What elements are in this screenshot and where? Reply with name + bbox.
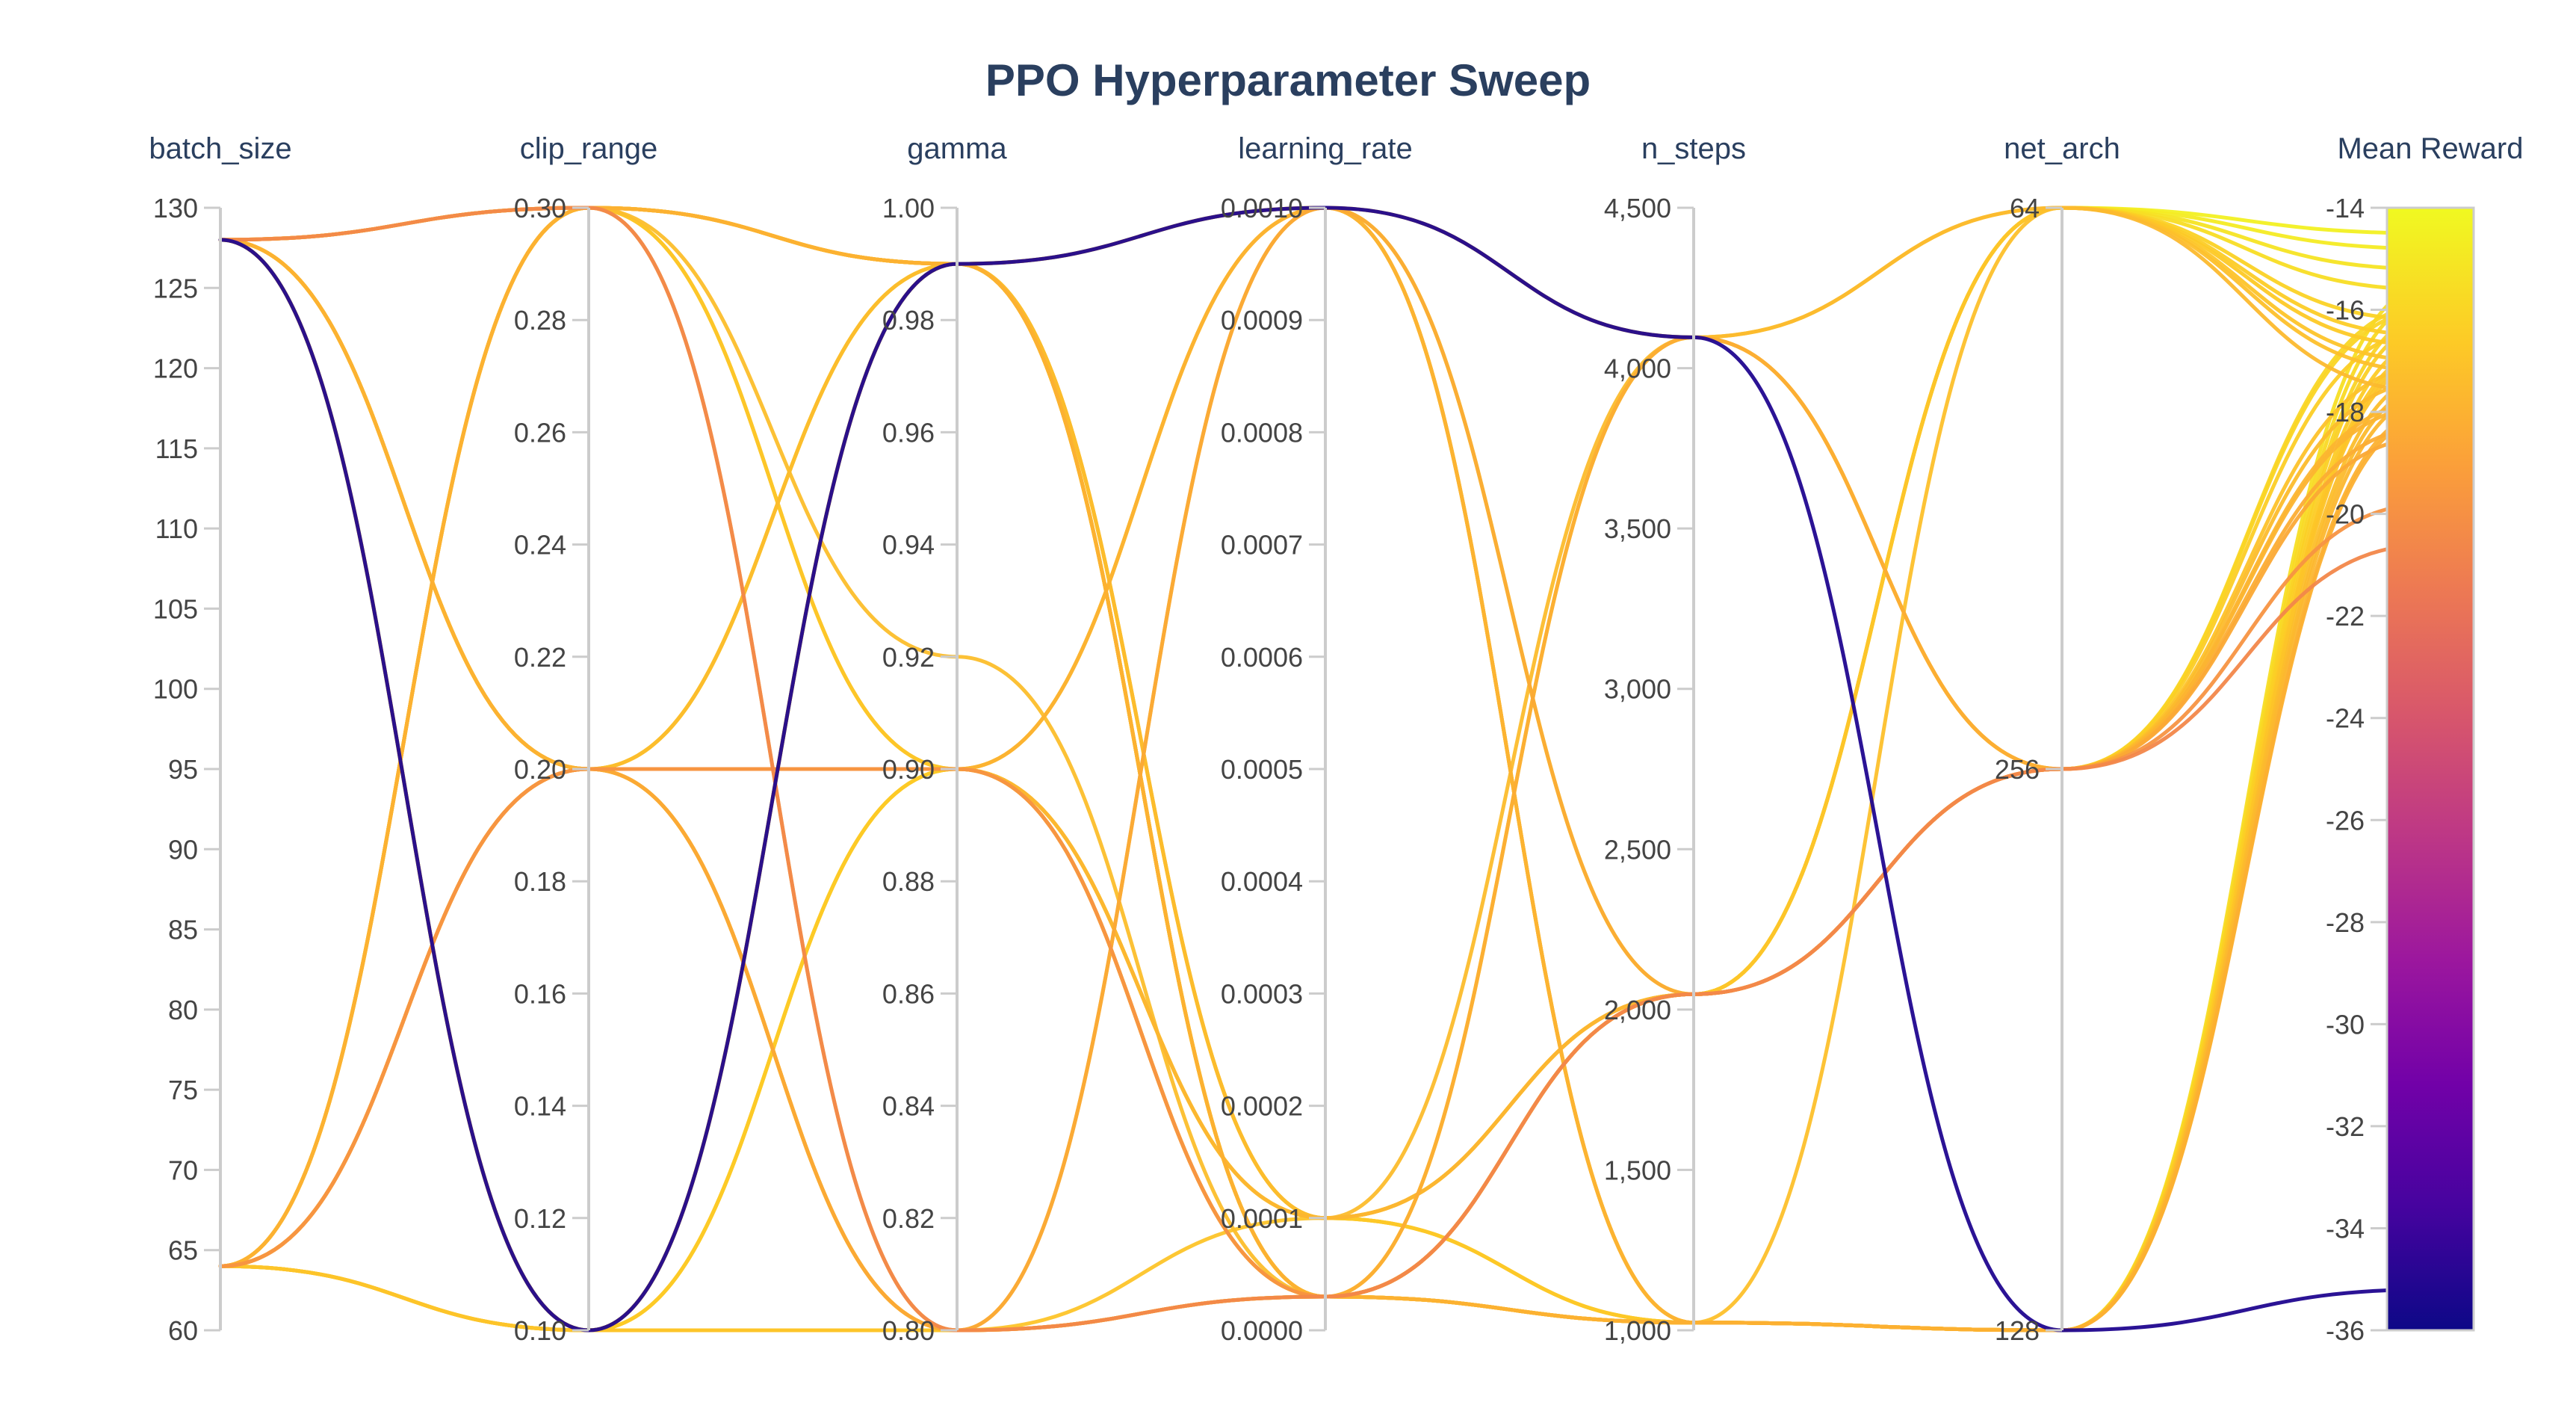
axis-mean-reward[interactable]: Mean Reward -36 -34 -32 -30 -28 -26 -24 -22 -20 -1… bbox=[2326, 132, 2524, 1346]
tick-label: 0.0007 bbox=[1221, 530, 1303, 561]
axis-n-steps[interactable]: n_steps 1,000 1,500 2,000 2,500 3,000 3,500 4,0… bbox=[1604, 132, 1746, 1346]
tick-label: 0.0004 bbox=[1221, 866, 1303, 897]
tick-label: 0.10 bbox=[514, 1315, 566, 1346]
tick-label: 0.18 bbox=[514, 866, 566, 897]
tick-label: 130 bbox=[153, 193, 198, 223]
tick-label: 64 bbox=[2010, 193, 2040, 223]
run-line[interactable] bbox=[218, 206, 2433, 1333]
tick-label: 0.12 bbox=[514, 1203, 566, 1234]
chart-title: PPO Hyperparameter Sweep bbox=[985, 55, 1591, 105]
axis-batch-size[interactable]: batch_size 60 65 70 75 80 85 90 95 100 105 110 115 12… bbox=[149, 132, 291, 1346]
tick-label: 85 bbox=[168, 915, 198, 945]
tick-label: 0.0008 bbox=[1221, 417, 1303, 448]
tick-label: 256 bbox=[1995, 754, 2040, 785]
colorbar bbox=[2387, 208, 2474, 1330]
tick-label: 4,000 bbox=[1604, 353, 1671, 384]
tick-label: 4,500 bbox=[1604, 193, 1671, 223]
tick-label: 0.16 bbox=[514, 978, 566, 1009]
tick-label: 0.24 bbox=[514, 530, 566, 561]
tick-label: 2,500 bbox=[1604, 834, 1671, 865]
tick-label: 80 bbox=[168, 995, 198, 1025]
axis-net-arch[interactable]: net_arch 128 256 64 bbox=[1995, 132, 2120, 1346]
tick-label: -30 bbox=[2326, 1009, 2365, 1040]
tick-label: 0.86 bbox=[882, 978, 935, 1009]
axes: batch_size 60 65 70 75 80 85 90 95 100 105 110 115 12… bbox=[149, 132, 2523, 1346]
tick-label: 60 bbox=[168, 1315, 198, 1346]
tick-label: 0.94 bbox=[882, 530, 935, 561]
tick-label: 1,000 bbox=[1604, 1315, 1671, 1346]
tick-label: 0.0005 bbox=[1221, 754, 1303, 785]
tick-label: -32 bbox=[2326, 1111, 2365, 1142]
axis-label: n_steps bbox=[1641, 132, 1746, 165]
tick-label: 0.92 bbox=[882, 642, 935, 673]
tick-label: 0.26 bbox=[514, 417, 566, 448]
axis-clip-range[interactable]: clip_range 0.10 0.12 0.14 0.16 0.18 0.20 0.22 0.… bbox=[514, 132, 657, 1346]
tick-label: 120 bbox=[153, 353, 198, 384]
tick-label: 0.0000 bbox=[1221, 1315, 1303, 1346]
tick-label: 0.30 bbox=[514, 193, 566, 223]
tick-label: 1,500 bbox=[1604, 1155, 1671, 1185]
axis-label: batch_size bbox=[149, 132, 291, 165]
axis-learning-rate[interactable]: learning_rate 0.0000 0.0001 0.0002 0.0003 0.0… bbox=[1221, 132, 1413, 1346]
tick-label: 3,500 bbox=[1604, 513, 1671, 544]
tick-label: -20 bbox=[2326, 499, 2365, 530]
tick-label: 110 bbox=[155, 513, 198, 544]
tick-label: -22 bbox=[2326, 601, 2365, 632]
tick-label: 105 bbox=[153, 593, 198, 624]
tick-label: 0.0001 bbox=[1221, 1203, 1303, 1234]
tick-label: 3,000 bbox=[1604, 674, 1671, 705]
tick-label: -24 bbox=[2326, 703, 2365, 734]
axis-label: net_arch bbox=[2004, 132, 2120, 165]
tick-label: 0.0003 bbox=[1221, 978, 1303, 1009]
tick-label: 115 bbox=[155, 433, 198, 464]
tick-label: 100 bbox=[153, 674, 198, 705]
tick-label: -16 bbox=[2326, 295, 2365, 326]
tick-label: 0.28 bbox=[514, 305, 566, 336]
tick-label: 1.00 bbox=[882, 193, 935, 223]
tick-label: 0.98 bbox=[882, 305, 935, 336]
tick-label: 0.22 bbox=[514, 642, 566, 673]
tick-label: 65 bbox=[168, 1235, 198, 1266]
tick-label: 0.20 bbox=[514, 754, 566, 785]
tick-label: 0.14 bbox=[514, 1091, 566, 1122]
run-line[interactable] bbox=[218, 206, 2433, 1333]
tick-label: 70 bbox=[168, 1155, 198, 1185]
axis-label: learning_rate bbox=[1238, 132, 1413, 165]
axis-label: gamma bbox=[907, 132, 1007, 165]
tick-label: 0.90 bbox=[882, 754, 935, 785]
axis-label: clip_range bbox=[520, 132, 658, 165]
tick-label: 0.80 bbox=[882, 1315, 935, 1346]
tick-label: 0.96 bbox=[882, 417, 935, 448]
tick-label: 0.0009 bbox=[1221, 305, 1303, 336]
tick-label: 125 bbox=[153, 273, 198, 303]
colorbar-border bbox=[2385, 206, 2475, 1332]
tick-label: 90 bbox=[168, 834, 198, 865]
tick-label: 0.0010 bbox=[1221, 193, 1303, 223]
tick-label: 0.82 bbox=[882, 1203, 935, 1234]
tick-label: 75 bbox=[168, 1075, 198, 1105]
tick-label: 0.0002 bbox=[1221, 1091, 1303, 1122]
tick-label: 95 bbox=[168, 754, 198, 785]
tick-label: 2,000 bbox=[1604, 995, 1671, 1025]
tick-label: -34 bbox=[2326, 1213, 2365, 1244]
tick-label: -26 bbox=[2326, 805, 2365, 836]
axis-label: Mean Reward bbox=[2337, 132, 2523, 165]
tick-label: 128 bbox=[1995, 1315, 2040, 1346]
tick-label: -18 bbox=[2326, 397, 2365, 427]
tick-label: 0.0006 bbox=[1221, 642, 1303, 673]
tick-label: 0.88 bbox=[882, 866, 935, 897]
tick-label: 0.84 bbox=[882, 1091, 935, 1122]
axis-gamma[interactable]: gamma 0.80 0.82 0.84 0.86 0.88 0.90 0.92 0.94 0.9… bbox=[882, 132, 1008, 1346]
tick-label: -28 bbox=[2326, 907, 2365, 938]
tick-label: -36 bbox=[2326, 1315, 2365, 1346]
tick-label: -14 bbox=[2326, 193, 2365, 223]
